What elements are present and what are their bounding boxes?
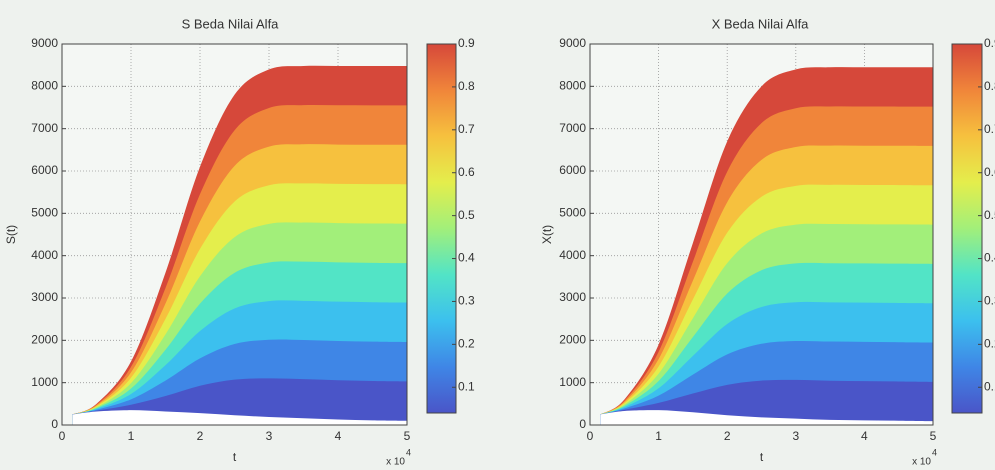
area-band bbox=[72, 410, 407, 425]
y-tick-label: 2000 bbox=[559, 333, 586, 347]
colorbar-tick-label: 0.1 bbox=[458, 379, 475, 393]
colorbar-tick-label: 0.5 bbox=[984, 208, 995, 222]
colorbar-tick-label: 0.4 bbox=[984, 251, 995, 265]
chart-title: X Beda Nilai Alfa bbox=[712, 16, 810, 31]
y-tick-label: 7000 bbox=[31, 121, 58, 135]
x-tick-label: 3 bbox=[266, 429, 273, 443]
chart-title: S Beda Nilai Alfa bbox=[182, 16, 280, 31]
x-tick-label: 4 bbox=[335, 429, 342, 443]
y-tick-label: 5000 bbox=[31, 206, 58, 220]
y-tick-label: 3000 bbox=[31, 290, 58, 304]
x-tick-label: 2 bbox=[197, 429, 204, 443]
x-tick-label: 4 bbox=[861, 429, 868, 443]
colorbar-tick-label: 0.4 bbox=[458, 251, 475, 265]
y-tick-label: 8000 bbox=[31, 79, 58, 93]
plot-frame bbox=[589, 43, 934, 426]
y-tick-label: 2000 bbox=[31, 333, 58, 347]
colorbar-tick-label: 0.8 bbox=[458, 79, 475, 93]
y-tick-label: 5000 bbox=[559, 206, 586, 220]
x-tick-label: 1 bbox=[128, 429, 135, 443]
plot-frame bbox=[61, 43, 408, 426]
y-tick-label: 9000 bbox=[559, 36, 586, 50]
colorbar-tick-label: 0.6 bbox=[984, 165, 995, 179]
y-tick-label: 4000 bbox=[559, 248, 586, 262]
colorbar-tick-label: 0.9 bbox=[458, 36, 475, 50]
colorbar-tick-label: 0.2 bbox=[458, 337, 475, 351]
colorbar-tick-label: 0.1 bbox=[984, 379, 995, 393]
colorbar-tick-label: 0.5 bbox=[458, 208, 475, 222]
colorbar-tick-label: 0.2 bbox=[984, 337, 995, 351]
colorbar-tick-label: 0.7 bbox=[984, 122, 995, 136]
y-tick-label: 1000 bbox=[559, 375, 586, 389]
y-tick-label: 6000 bbox=[559, 163, 586, 177]
y-tick-label: 4000 bbox=[31, 248, 58, 262]
colorbar bbox=[426, 43, 457, 414]
x-tick-label: 5 bbox=[930, 429, 937, 443]
x-scale-label: x 10 bbox=[912, 457, 931, 468]
y-tick-label: 7000 bbox=[559, 121, 586, 135]
x-tick-label: 3 bbox=[792, 429, 799, 443]
x-axis-label: t bbox=[233, 450, 237, 464]
y-tick-label: 8000 bbox=[559, 79, 586, 93]
area-band bbox=[600, 410, 933, 425]
y-tick-label: 0 bbox=[579, 417, 586, 431]
colorbar-tick-label: 0.6 bbox=[458, 165, 475, 179]
x-tick-label: 2 bbox=[724, 429, 731, 443]
colorbar-tick-label: 0.8 bbox=[984, 79, 995, 93]
x-tick-label: 0 bbox=[587, 429, 594, 443]
colorbar-tick-label: 0.3 bbox=[984, 294, 995, 308]
y-tick-label: 6000 bbox=[31, 163, 58, 177]
x-tick-label: 1 bbox=[655, 429, 662, 443]
x-scale-label: x 10 bbox=[386, 457, 405, 468]
x-axis-label: t bbox=[760, 450, 764, 464]
y-axis-label: S(t) bbox=[4, 225, 18, 244]
colorbar-tick-label: 0.9 bbox=[984, 36, 995, 50]
colorbar-tick-label: 0.3 bbox=[458, 294, 475, 308]
x-scale-exponent: 4 bbox=[932, 447, 937, 457]
y-axis-label: X(t) bbox=[540, 225, 554, 244]
y-tick-label: 9000 bbox=[31, 36, 58, 50]
x-scale-exponent: 4 bbox=[406, 447, 411, 457]
colorbar-tick-label: 0.7 bbox=[458, 122, 475, 136]
colorbar bbox=[951, 43, 983, 414]
x-tick-label: 5 bbox=[404, 429, 411, 443]
x-tick-label: 0 bbox=[59, 429, 66, 443]
y-tick-label: 1000 bbox=[31, 375, 58, 389]
y-tick-label: 0 bbox=[51, 417, 58, 431]
y-tick-label: 3000 bbox=[559, 290, 586, 304]
